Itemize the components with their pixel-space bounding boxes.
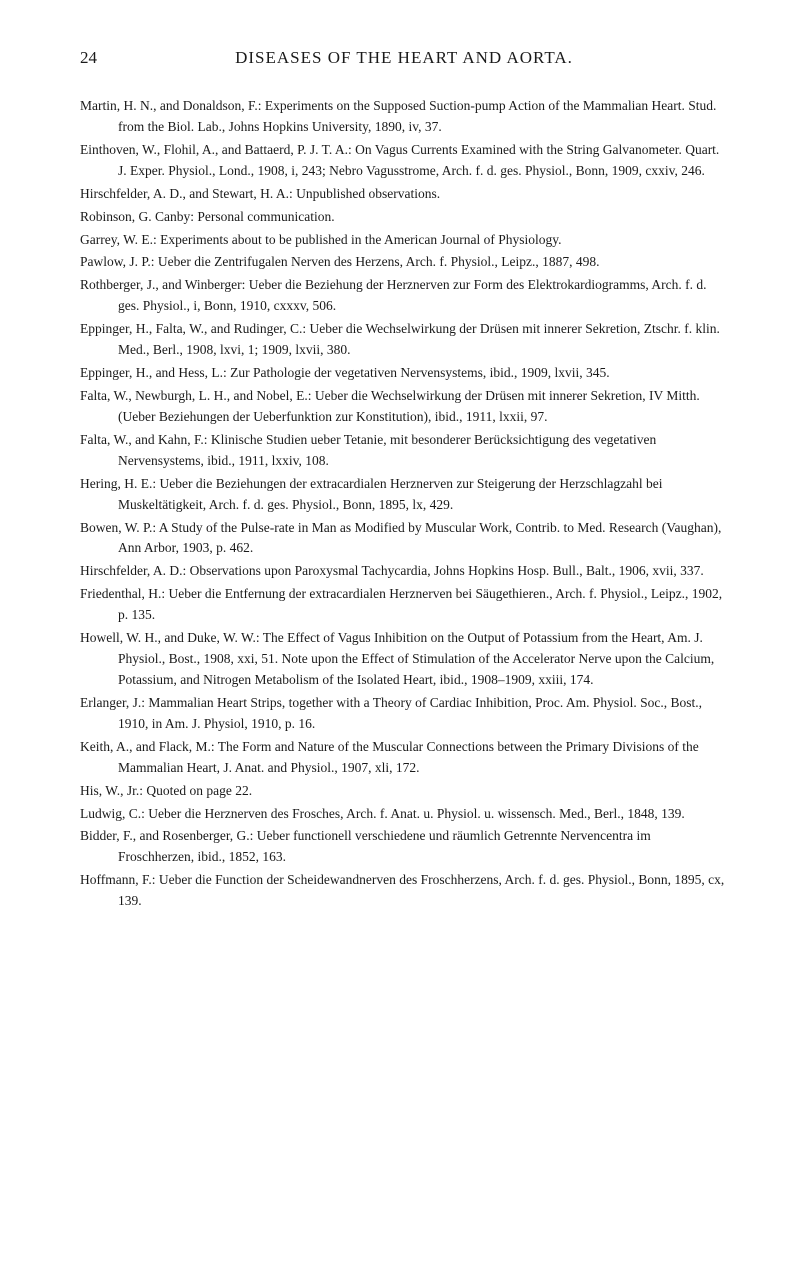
reference-entry: Garrey, W. E.: Experiments about to be p…	[80, 230, 728, 251]
reference-entry: Hirschfelder, A. D.: Observations upon P…	[80, 561, 728, 582]
reference-entry: Bowen, W. P.: A Study of the Pulse-rate …	[80, 518, 728, 560]
reference-entry: Bidder, F., and Rosenberger, G.: Ueber f…	[80, 826, 728, 868]
reference-entry: Howell, W. H., and Duke, W. W.: The Effe…	[80, 628, 728, 691]
reference-entry: Eppinger, H., Falta, W., and Rudinger, C…	[80, 319, 728, 361]
reference-entry: Rothberger, J., and Winberger: Ueber die…	[80, 275, 728, 317]
reference-entry: Ludwig, C.: Ueber die Herznerven des Fro…	[80, 804, 728, 825]
reference-entry: Eppinger, H., and Hess, L.: Zur Patholog…	[80, 363, 728, 384]
references-list: Martin, H. N., and Donaldson, F.: Experi…	[80, 96, 728, 912]
page-number: 24	[80, 48, 97, 68]
reference-entry: Falta, W., and Kahn, F.: Klinische Studi…	[80, 430, 728, 472]
reference-entry: Falta, W., Newburgh, L. H., and Nobel, E…	[80, 386, 728, 428]
reference-entry: Hoffmann, F.: Ueber die Function der Sch…	[80, 870, 728, 912]
reference-entry: Pawlow, J. P.: Ueber die Zentrifugalen N…	[80, 252, 728, 273]
header: 24 DISEASES OF THE HEART AND AORTA.	[80, 48, 728, 68]
reference-entry: Hering, H. E.: Ueber die Beziehungen der…	[80, 474, 728, 516]
reference-entry: Erlanger, J.: Mammalian Heart Strips, to…	[80, 693, 728, 735]
reference-entry: Robinson, G. Canby: Personal communicati…	[80, 207, 728, 228]
reference-entry: Friedenthal, H.: Ueber die Entfernung de…	[80, 584, 728, 626]
reference-entry: Einthoven, W., Flohil, A., and Battaerd,…	[80, 140, 728, 182]
reference-entry: Martin, H. N., and Donaldson, F.: Experi…	[80, 96, 728, 138]
reference-entry: Hirschfelder, A. D., and Stewart, H. A.:…	[80, 184, 728, 205]
page-title: DISEASES OF THE HEART AND AORTA.	[235, 48, 573, 68]
reference-entry: His, W., Jr.: Quoted on page 22.	[80, 781, 728, 802]
reference-entry: Keith, A., and Flack, M.: The Form and N…	[80, 737, 728, 779]
